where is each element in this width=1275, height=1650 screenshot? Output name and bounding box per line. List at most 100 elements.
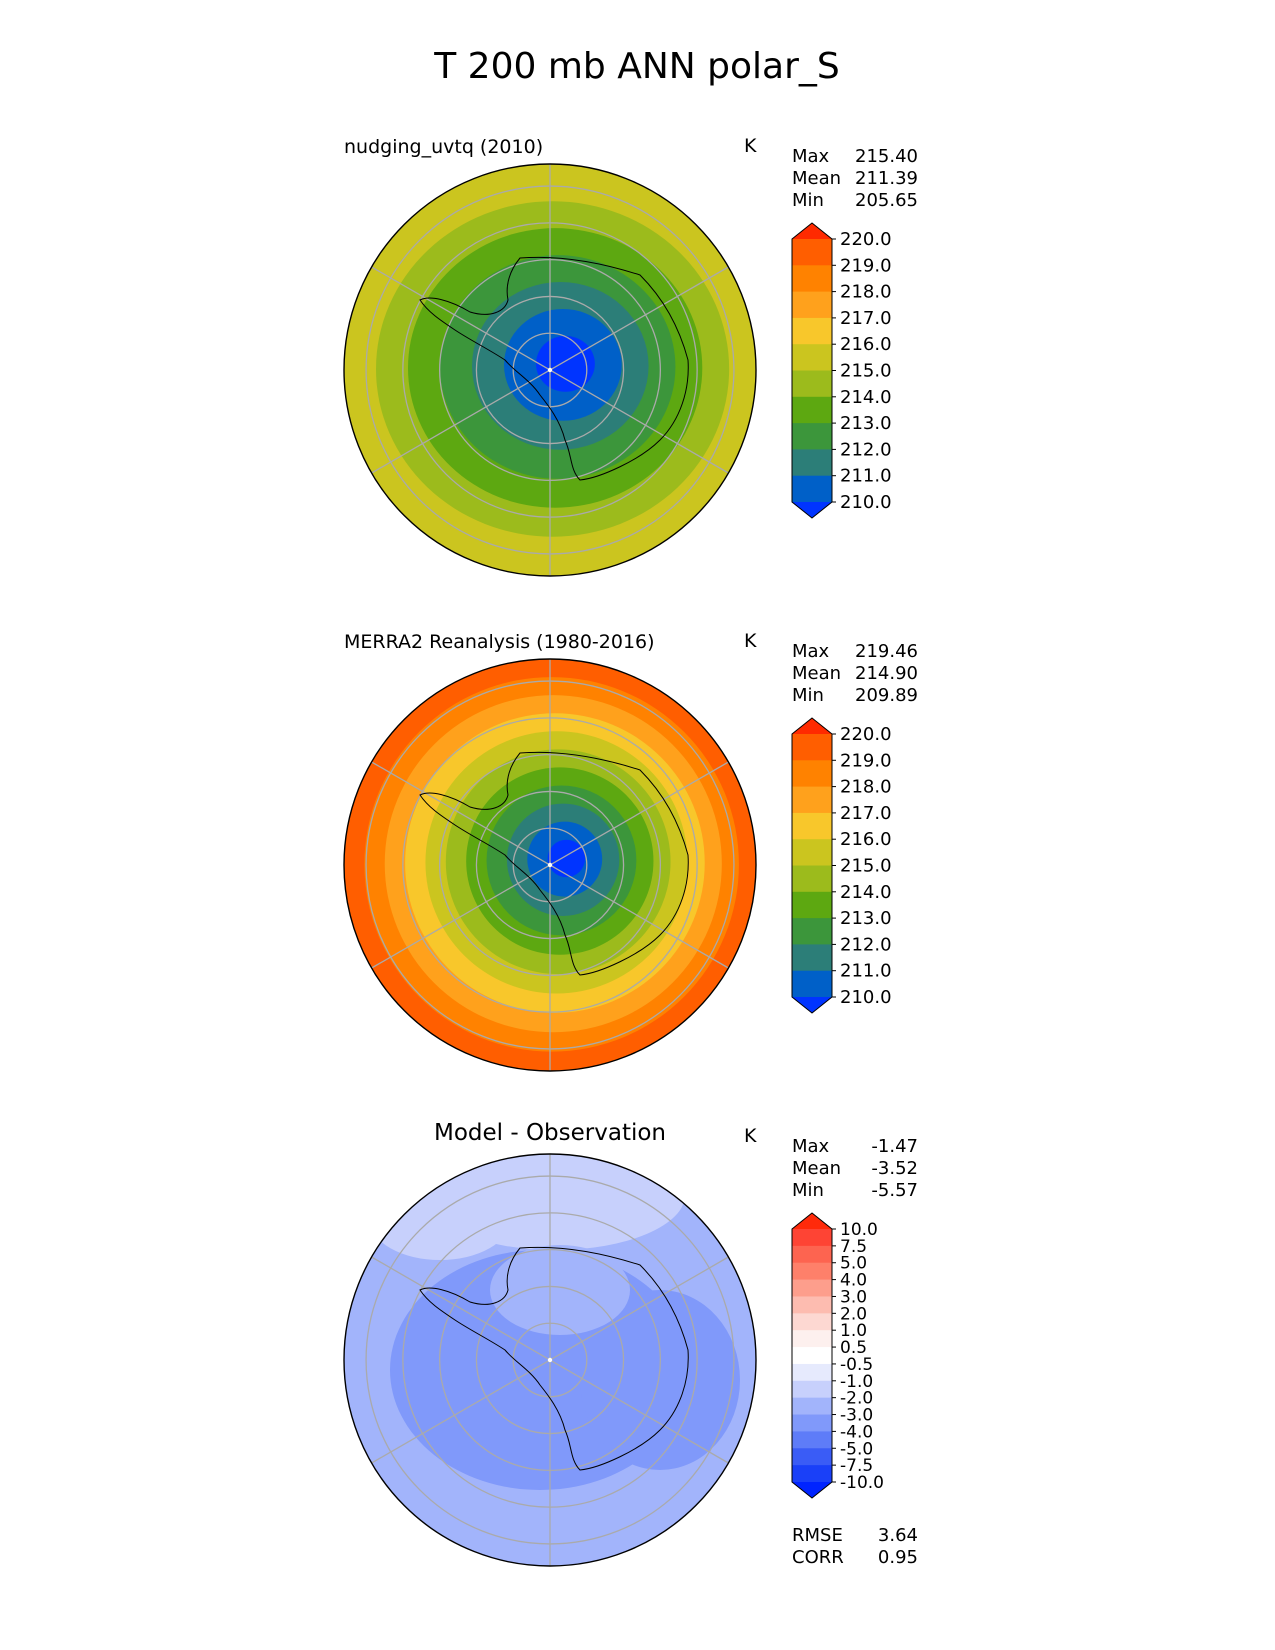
colorbar-extend-max: [792, 223, 832, 239]
summary-value-corr: 0.95: [878, 1547, 918, 1568]
stat-value-mean: 211.39: [855, 168, 918, 189]
stat-label-min: Min: [792, 685, 824, 706]
diff-region-light: [370, 1180, 510, 1260]
panel-model: nudging_uvtq (2010) K Max 215.40 Mean 21…: [343, 135, 918, 577]
figure-title: T 200 mb ANN polar_S: [433, 46, 839, 87]
colorbar-tick-label: 218.0: [840, 282, 892, 303]
colorbar-extend-max: [792, 718, 832, 734]
colorbar-tick-label: 219.0: [840, 750, 892, 771]
panel-title: MERRA2 Reanalysis (1980-2016): [344, 631, 655, 653]
stat-label-min: Min: [792, 190, 824, 211]
colorbar-extend-min: [792, 502, 832, 518]
colorbar-tick-label: 213.0: [840, 413, 892, 434]
stat-label-mean: Mean: [792, 1158, 841, 1179]
stat-label-max: Max: [792, 1136, 830, 1157]
colorbar-segment: [792, 734, 832, 761]
panel-title: Model - Observation: [434, 1120, 666, 1146]
summary-block: RMSE 3.64 CORR 0.95: [792, 1525, 918, 1568]
colorbar-extend-min: [792, 997, 832, 1013]
colorbar-tick-label: 218.0: [840, 777, 892, 798]
pole-marker: [547, 1357, 553, 1363]
colorbar-tick-label: 220.0: [840, 229, 892, 250]
colorbar-tick-label: 217.0: [840, 308, 892, 329]
stat-value-mean: 214.90: [855, 663, 918, 684]
colorbar-segment: [792, 865, 832, 893]
panel-difference: Model - Observation K Max -1.47 Mean -3.…: [343, 1120, 918, 1568]
antarctica-coastline: [419, 256, 689, 481]
colorbar-segment: [792, 344, 832, 371]
colorbar-tick-label: -1.0: [840, 1372, 873, 1392]
map-boundary: [343, 658, 757, 1072]
colorbar-tick-label: 3.0: [840, 1287, 867, 1307]
colorbar-tick-label: 219.0: [840, 255, 892, 276]
colorbar-segment: [792, 1397, 832, 1416]
colorbar-tick-label: 212.0: [840, 934, 892, 955]
colorbar-segment: [792, 1313, 832, 1331]
polar-map: [343, 1153, 757, 1567]
polar-map: [343, 658, 757, 1072]
pole-marker: [547, 367, 553, 373]
contour-band: [547, 839, 586, 878]
colorbar-segment: [792, 786, 832, 814]
colorbar-segment: [792, 265, 832, 293]
colorbar-tick-label: 212.0: [840, 439, 892, 460]
colorbar-segment: [792, 475, 832, 503]
colorbar-tick-label: 0.5: [840, 1338, 867, 1358]
panel-observation: MERRA2 Reanalysis (1980-2016) K Max 219.…: [343, 630, 918, 1072]
colorbar-segment: [792, 1296, 832, 1314]
colorbar-segment: [792, 1229, 832, 1247]
colorbar-tick-label: -2.0: [840, 1389, 873, 1409]
colorbar-segment: [792, 1279, 832, 1297]
colorbar-tick-label: -3.0: [840, 1406, 873, 1426]
stat-label-min: Min: [792, 1180, 824, 1201]
stat-label-mean: Mean: [792, 663, 841, 684]
colorbar-segment: [792, 1414, 832, 1432]
colorbar-tick-label: 10.0: [840, 1220, 878, 1240]
stats-block: Max -1.47 Mean -3.52 Min -5.57: [792, 1136, 918, 1201]
colorbar-segment: [792, 812, 832, 840]
colorbar-segment: [792, 449, 832, 477]
stat-value-max: -1.47: [871, 1136, 918, 1157]
units-label: K: [744, 135, 757, 157]
colorbar-tick-label: 7.5: [840, 1237, 867, 1257]
colorbar-segment: [792, 1245, 832, 1264]
colorbar-segment: [792, 1347, 832, 1365]
colorbar-segment: [792, 918, 832, 945]
colorbar-tick-label: 214.0: [840, 882, 892, 903]
summary-label-corr: CORR: [792, 1547, 844, 1568]
units-label: K: [744, 630, 757, 652]
stat-label-max: Max: [792, 641, 830, 662]
colorbar-tick-label: 215.0: [840, 856, 892, 877]
colorbar-segment: [792, 1363, 832, 1382]
colorbar-tick-label: 5.0: [840, 1254, 867, 1274]
panel-title: nudging_uvtq (2010): [344, 136, 543, 158]
stats-block: Max 215.40 Mean 211.39 Min 205.65: [792, 146, 918, 211]
summary-value-rmse: 3.64: [878, 1525, 918, 1546]
map-boundary: [343, 163, 757, 577]
colorbar-tick-label: -5.0: [840, 1439, 873, 1459]
colorbar-segment: [792, 1330, 832, 1348]
colorbar: 220.0 219.0 218.0 217.0 216.0 215.0 214.0 213.0…: [791, 222, 892, 519]
stats-block: Max 219.46 Mean 214.90 Min 209.89: [792, 641, 918, 706]
diff-region-darker: [580, 1290, 740, 1470]
colorbar-segment: [792, 970, 832, 998]
colorbar-extend-max: [792, 1213, 832, 1229]
diff-region-mid: [490, 1245, 630, 1335]
colorbar-segment: [792, 891, 832, 919]
colorbar-tick-label: -4.0: [840, 1422, 873, 1442]
pole-marker: [547, 862, 553, 868]
antarctica-coastline: [419, 1246, 689, 1471]
units-label: K: [744, 1125, 757, 1147]
stat-value-max: 215.40: [855, 146, 918, 167]
colorbar-tick-label: 216.0: [840, 334, 892, 355]
colorbar-tick-label: 213.0: [840, 908, 892, 929]
colorbar-segment: [792, 370, 832, 398]
colorbar-segment: [792, 239, 832, 266]
colorbar: 220.0 219.0 218.0 217.0 216.0 215.0 214.0 213.0…: [791, 717, 892, 1014]
colorbar-extend-min: [792, 1482, 832, 1498]
colorbar-segment: [792, 1465, 832, 1483]
colorbar-tick-label: 220.0: [840, 724, 892, 745]
stat-value-min: 209.89: [855, 685, 918, 706]
stat-value-max: 219.46: [855, 641, 918, 662]
